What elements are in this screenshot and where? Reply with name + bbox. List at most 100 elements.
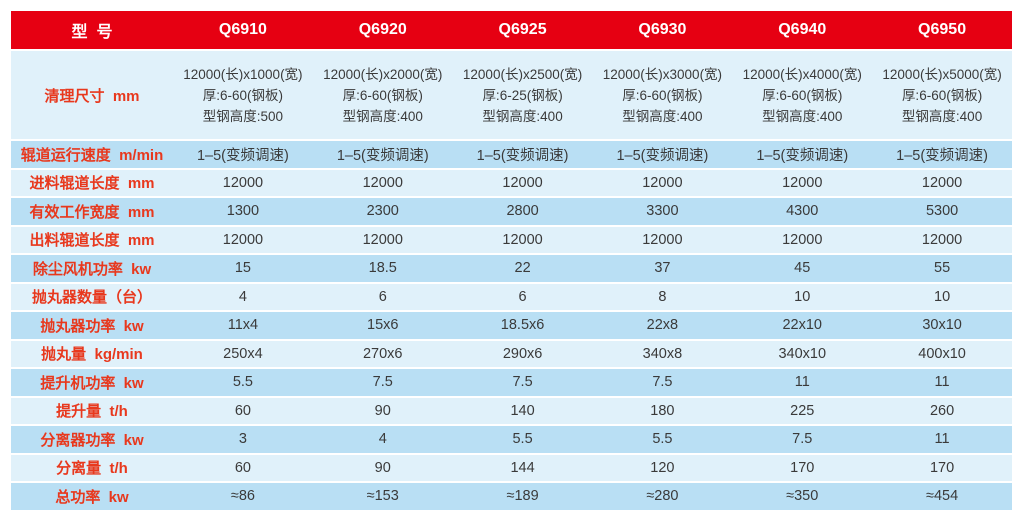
table-cell: ≈153 [366, 488, 399, 505]
table-cell: 12000 [502, 174, 543, 191]
column-header-q6940: Q6940 [778, 21, 827, 38]
table-cell: 4 [378, 431, 387, 448]
table-cell: 7.5 [652, 374, 673, 391]
table-cell: 12000 [782, 231, 823, 248]
table-row: 提升机功率 kw 5.5 7.5 7.5 7.5 11 11 [11, 369, 1012, 396]
table-cell: ≈280 [646, 488, 679, 505]
table-cell: 12000 [502, 231, 543, 248]
table-cell: ≈454 [925, 488, 959, 505]
table-cell: 30x10 [922, 317, 962, 334]
table-cell: 45 [794, 260, 811, 277]
table-row: 清理尺寸 mm 12000(长)x1000(宽) 厚:6-60(钢板) 型钢高度:50… [11, 51, 1012, 139]
column-header-q6930: Q6930 [638, 21, 687, 38]
table-cell: 10 [794, 288, 811, 305]
table-cell: 60 [234, 402, 251, 419]
table-cell: 5300 [925, 203, 959, 220]
table-cell: 12000(长)x2000(宽) 厚:6-60(钢板) 型钢高度:400 [313, 51, 453, 139]
column-header-q6925: Q6925 [498, 21, 547, 38]
table-cell: 12000 [222, 174, 264, 191]
table-cell-line: 型钢高度:400 [482, 108, 563, 124]
table-cell: 22 [514, 260, 531, 277]
spec-table: 型 号 Q6910 Q6920 Q6925 Q6930 Q6940 Q6950 … [11, 11, 1012, 512]
table-cell: 290x6 [502, 345, 543, 362]
table-cell-line: 厚:6-60(钢板) [202, 87, 284, 103]
row-label: 分离量 t/h [56, 460, 128, 478]
table-cell: 11x4 [227, 317, 259, 334]
table-cell-line: 12000(长)x2500(宽) [462, 66, 583, 82]
table-cell-line: 厚:6-60(钢板) [762, 87, 843, 103]
table-cell: 12000 [921, 231, 963, 248]
table-cell: 2800 [506, 203, 539, 220]
column-header-model: 型 号 [71, 24, 113, 41]
column-header-q6920: Q6920 [358, 21, 407, 38]
table-cell: ≈86 [230, 488, 255, 505]
table-cell: 225 [790, 402, 815, 419]
table-header-row: 型 号 Q6910 Q6920 Q6925 Q6930 Q6940 Q6950 [11, 11, 1012, 49]
table-cell: 12000 [642, 231, 683, 248]
table-cell: 1–5(变频调速) [756, 147, 849, 164]
row-label: 抛丸器数量（台） [31, 289, 152, 307]
table-cell-line: 12000(长)x1000(宽) [183, 66, 303, 82]
table-row: 抛丸量 kg/min 250x4 270x6 290x6 340x8 340x10 400x… [11, 340, 1012, 367]
table-cell-line: 型钢高度:400 [901, 108, 983, 124]
table-cell: 12000(长)x2500(宽) 厚:6-25(钢板) 型钢高度:400 [453, 51, 593, 139]
table-cell: 15x6 [367, 317, 399, 334]
table-cell: 7.5 [792, 431, 813, 448]
table-body: 清理尺寸 mm 12000(长)x1000(宽) 厚:6-60(钢板) 型钢高度:50… [11, 51, 1012, 510]
row-label: 总功率 kw [55, 488, 129, 506]
table-cell: 12000 [642, 174, 683, 191]
table-cell: 12000 [222, 231, 264, 248]
row-label: 出料辊道长度 mm [29, 232, 155, 250]
table-cell: ≈350 [786, 488, 819, 505]
table-cell: 11 [934, 431, 950, 448]
table-cell: 55 [934, 260, 951, 277]
row-label: 提升量 t/h [56, 403, 128, 421]
table-cell: 18.5x6 [500, 317, 545, 334]
table-cell: 5.5 [512, 431, 533, 448]
table-cell: 22x8 [646, 317, 679, 334]
row-label: 分离器功率 kw [40, 431, 144, 449]
table-cell: 250x4 [223, 345, 263, 362]
table-cell: 12000 [782, 174, 823, 191]
table-row: 分离器功率 kw 3 4 5.5 5.5 7.5 11 [11, 426, 1012, 453]
table-cell: 18.5 [368, 260, 397, 277]
table-cell-line: 型钢高度:500 [202, 108, 284, 124]
row-label: 有效工作宽度 mm [29, 203, 155, 221]
table-row: 抛丸器功率 kw 11x4 15x6 18.5x6 22x8 22x10 30x10 [11, 312, 1012, 339]
table-row: 分离量 t/h 60 90 144 120 170 170 [11, 454, 1012, 481]
table-row: 除尘风机功率 kw 15 18.5 22 37 45 55 [11, 255, 1012, 282]
table-cell: 4300 [786, 203, 819, 220]
table-cell: 140 [510, 402, 535, 419]
table-cell-line: 厚:6-60(钢板) [901, 87, 983, 103]
table-row: 辊道运行速度 m/min 1–5(变频调速) 1–5(变频调速) 1–5(变频调速) 1… [11, 141, 1012, 168]
table-cell: 12000 [362, 174, 403, 191]
table-cell-line: 厚:6-25(钢板) [482, 87, 563, 103]
table-cell-line: 12000(长)x2000(宽) [323, 66, 443, 82]
table-cell: 37 [654, 260, 671, 277]
table-cell: 12000(长)x4000(宽) 厚:6-60(钢板) 型钢高度:400 [732, 51, 872, 139]
table-row: 提升量 t/h 60 90 140 180 225 260 [11, 397, 1012, 424]
table-row: 出料辊道长度 mm 12000 12000 12000 12000 12000 12000 [11, 226, 1012, 253]
table-cell: 2300 [366, 203, 399, 220]
table-cell: 270x6 [362, 345, 403, 362]
table-cell: 260 [929, 402, 955, 419]
table-cell: 11 [934, 374, 950, 391]
column-header-q6950: Q6950 [918, 21, 967, 38]
table-cell: 12000 [362, 231, 403, 248]
row-label: 除尘风机功率 kw [32, 260, 152, 278]
table-cell: 90 [374, 459, 391, 476]
table-cell: 120 [650, 459, 675, 476]
table-cell: 10 [934, 288, 951, 305]
table-cell-line: 型钢高度:400 [342, 108, 423, 124]
table-cell: 180 [650, 402, 675, 419]
row-label: 提升机功率 kw [40, 374, 144, 392]
table-cell: 15 [234, 260, 251, 277]
column-header-q6910: Q6910 [218, 21, 267, 38]
table-cell: 90 [374, 402, 391, 419]
table-cell: 12000(长)x3000(宽) 厚:6-60(钢板) 型钢高度:400 [592, 51, 732, 139]
table-row: 进料辊道长度 mm 12000 12000 12000 12000 12000 12000 [11, 169, 1012, 196]
table-cell-line: 型钢高度:400 [762, 108, 843, 124]
table-cell-line: 型钢高度:400 [622, 108, 703, 124]
table-cell: 1–5(变频调速) [476, 147, 569, 164]
table-cell-line: 12000(长)x5000(宽) [882, 66, 1002, 82]
